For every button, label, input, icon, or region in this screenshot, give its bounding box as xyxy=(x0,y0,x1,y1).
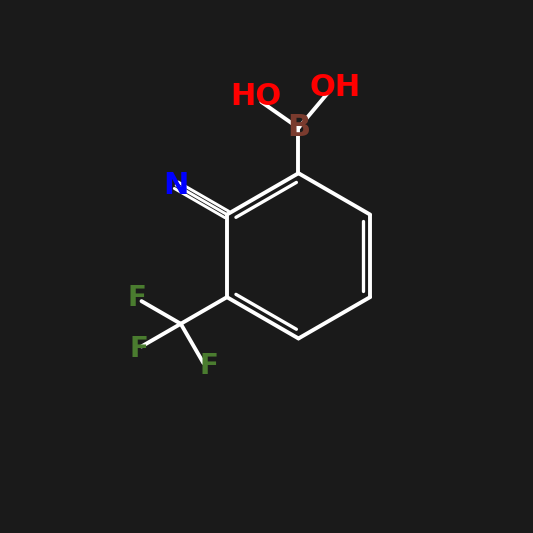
Text: F: F xyxy=(199,352,218,379)
Text: B: B xyxy=(287,114,310,142)
Text: OH: OH xyxy=(310,74,361,102)
Text: HO: HO xyxy=(230,82,281,111)
Text: F: F xyxy=(128,285,147,312)
Text: N: N xyxy=(164,171,189,200)
Text: F: F xyxy=(130,335,148,363)
